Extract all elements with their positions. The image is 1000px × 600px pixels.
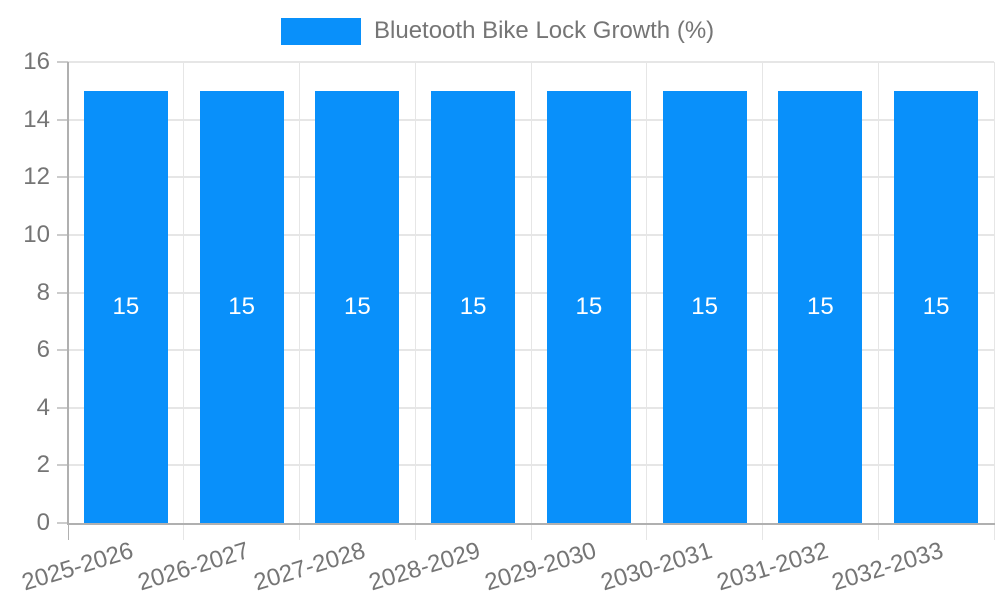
bar-value-label: 15 <box>807 292 834 320</box>
x-axis-label: 2028-2029 <box>366 537 484 597</box>
bar-value-label: 15 <box>691 292 718 320</box>
x-axis-label: 2029-2030 <box>481 537 600 597</box>
y-axis-label: 6 <box>36 336 50 364</box>
x-axis-label: 2032-2033 <box>829 537 947 597</box>
x-axis-label: 2026-2027 <box>134 537 253 597</box>
x-gridline <box>762 62 763 523</box>
x-gridline <box>993 62 995 523</box>
y-axis-label: 8 <box>36 278 50 306</box>
bar-value-label: 15 <box>228 292 255 320</box>
x-tick <box>646 523 648 540</box>
bar-value-label: 15 <box>112 292 140 320</box>
x-tick <box>414 523 416 540</box>
bar-value-label: 15 <box>575 292 603 320</box>
x-gridline <box>877 62 879 523</box>
x-tick <box>530 523 532 540</box>
y-tick <box>57 522 68 524</box>
legend-swatch <box>281 17 361 45</box>
y-axis-label: 4 <box>36 393 50 421</box>
bar[interactable] <box>894 90 979 523</box>
bar[interactable] <box>199 90 284 523</box>
x-gridline <box>183 62 185 523</box>
bar[interactable] <box>431 90 516 523</box>
x-axis-label: 2030-2031 <box>597 537 716 597</box>
x-axis-label: 2025-2026 <box>18 537 137 597</box>
y-axis-label: 10 <box>23 220 50 248</box>
y-axis-line <box>67 62 69 525</box>
x-tick <box>183 523 185 540</box>
legend[interactable]: Bluetooth Bike Lock Growth (%) <box>281 17 714 45</box>
y-tick <box>57 61 68 63</box>
x-axis-line <box>67 523 995 525</box>
x-tick <box>877 523 879 540</box>
y-axis-label: 0 <box>36 509 50 536</box>
bar-value-label: 15 <box>344 292 371 320</box>
x-gridline <box>299 62 300 523</box>
x-tick <box>762 523 763 540</box>
bar[interactable] <box>662 90 747 523</box>
y-tick <box>57 349 68 352</box>
x-tick <box>299 523 300 540</box>
bar[interactable] <box>83 90 168 523</box>
y-tick <box>57 233 68 236</box>
x-tick <box>67 523 69 540</box>
y-tick <box>57 176 68 179</box>
x-axis-label: 2031-2032 <box>713 537 831 597</box>
x-tick <box>993 523 995 540</box>
x-gridline <box>646 62 648 523</box>
x-gridline <box>530 62 532 523</box>
bar[interactable] <box>546 90 631 523</box>
y-tick <box>57 291 68 294</box>
x-gridline <box>414 62 416 523</box>
y-axis-label: 16 <box>23 48 50 75</box>
bar-value-label: 15 <box>922 292 950 320</box>
x-axis-label: 2027-2028 <box>250 537 368 597</box>
y-tick <box>57 118 68 121</box>
y-axis-label: 2 <box>36 451 50 479</box>
bar[interactable] <box>315 90 400 523</box>
bar[interactable] <box>778 90 863 523</box>
y-axis-label: 12 <box>23 163 50 191</box>
legend-label: Bluetooth Bike Lock Growth (%) <box>374 17 715 44</box>
y-tick <box>57 464 68 467</box>
bar-value-label: 15 <box>459 292 487 320</box>
y-axis-label: 14 <box>23 105 50 133</box>
y-tick <box>57 406 68 409</box>
